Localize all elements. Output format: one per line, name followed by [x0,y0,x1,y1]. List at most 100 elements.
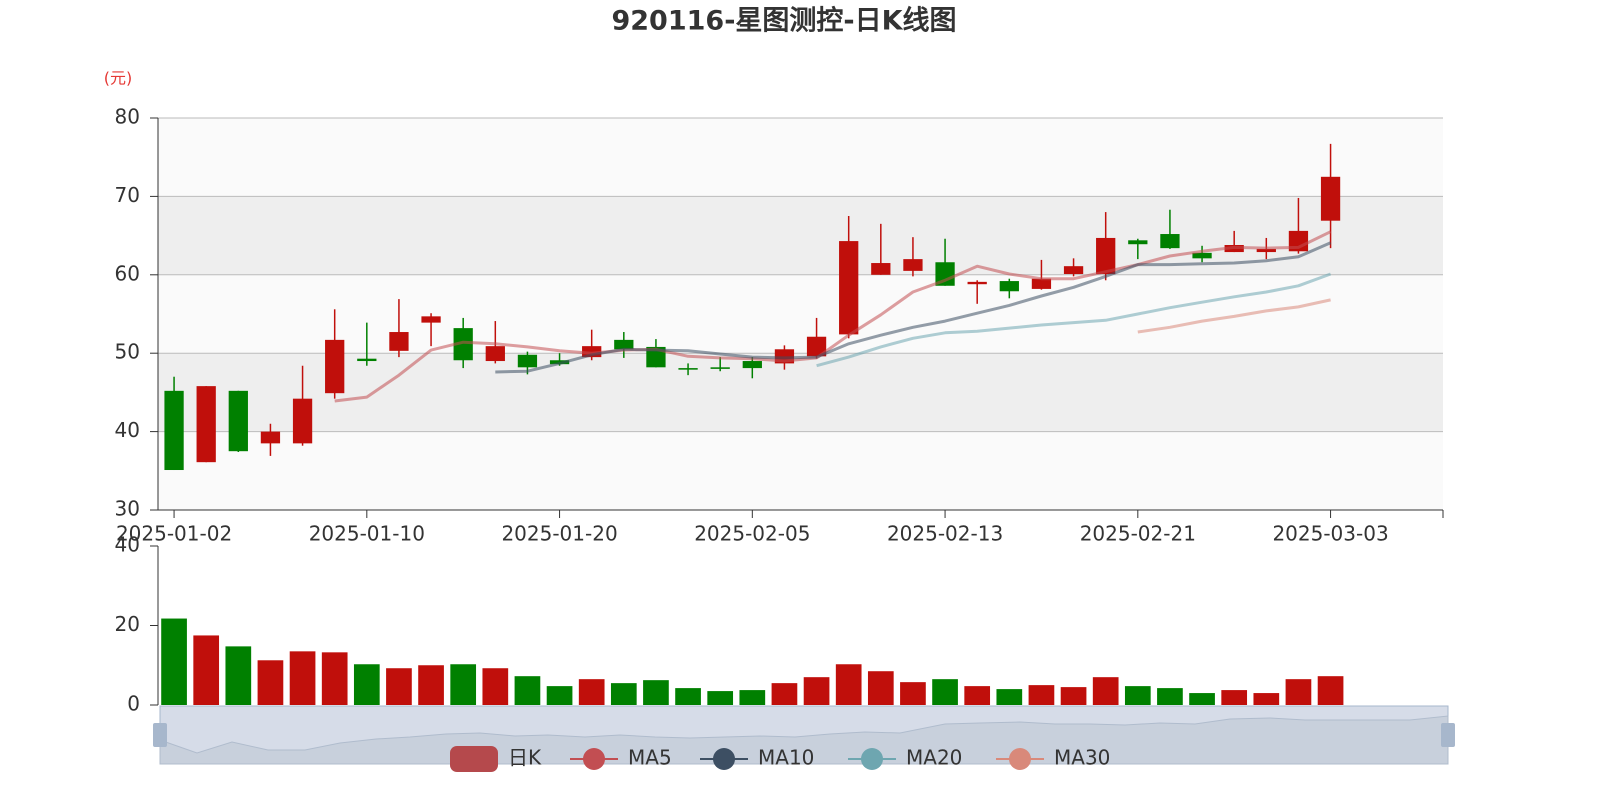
volume-bar [418,665,444,705]
y-tick-label: 20 [115,612,140,636]
volume-bar [1124,686,1151,705]
y-tick-label: 40 [115,533,140,557]
candle-body [485,346,505,362]
candle-body [710,367,730,369]
candle-body [871,263,891,275]
y-tick-label: 50 [115,340,140,364]
candle-body [742,361,762,369]
volume-bar [1221,690,1248,705]
candle-body [453,328,473,361]
volume-bar [964,686,991,705]
legend-item[interactable]: MA10 [700,746,814,771]
y-tick-label: 40 [115,418,140,442]
candle-body [678,368,698,370]
ma-line [495,241,1332,374]
volume-bar [289,651,316,705]
candle-body [517,354,538,368]
volume-bar [996,689,1023,705]
legend-symbol [713,748,735,770]
y-tick-label: 70 [115,183,140,207]
x-tick-label: 2025-02-21 [1080,522,1196,546]
candle-body [582,346,602,358]
x-tick-label: 2025-01-20 [501,522,617,546]
candle-body [839,241,859,335]
legend-item[interactable]: MA5 [570,746,672,771]
volume-bar [1189,693,1215,705]
legend-item[interactable]: 日K [450,746,542,773]
legend-item[interactable]: MA20 [848,746,962,771]
split-area [158,353,1443,432]
volume-bar [1253,693,1280,705]
volume-bar [932,679,958,705]
ma-line [1137,298,1331,334]
volume-bar [546,686,573,705]
volume-bar [321,652,348,705]
volume-bar [900,682,926,705]
candle-body [389,332,409,351]
volume-bar [675,688,701,705]
volume-bar [1028,685,1055,705]
ma-line [334,230,1332,403]
volume-bar [1092,677,1119,705]
volume-bar [225,646,252,705]
volume-bar [1060,687,1087,705]
candle-body [228,390,248,452]
slider-handle-left[interactable] [153,723,167,747]
volume-bar [514,676,541,705]
volume-bar [257,660,284,705]
split-area [158,431,1443,510]
candle-body [903,259,923,271]
volume-bar [193,635,220,705]
candle-body [164,390,184,471]
candle-body [935,262,955,286]
volume-bar [610,683,637,705]
candle-body [999,281,1019,292]
candle-body [806,336,827,357]
volume-bar [1285,679,1312,705]
volume-bar [867,671,894,705]
candle-body [357,358,377,362]
candle-body [1063,266,1084,275]
volume-bar [578,679,605,705]
volume-bar [771,683,798,705]
candle-body [1320,176,1341,221]
x-tick-label: 2025-02-13 [887,522,1003,546]
plot-area [157,143,1344,705]
y-axis-unit: (元) [104,69,133,88]
candle-body [614,339,634,350]
legend-label: MA20 [906,746,962,770]
candle-body [196,386,216,463]
candle-body [1256,248,1276,253]
split-area [158,118,1443,197]
candle-body [1192,252,1212,259]
legend-label: MA30 [1054,746,1110,770]
legend-item[interactable]: MA30 [996,746,1110,771]
x-tick-label: 2025-01-02 [116,522,232,546]
slider-handle-right[interactable] [1441,723,1455,747]
candle-body [421,316,441,323]
y-tick-label: 80 [115,105,140,129]
y-tick-label: 0 [127,692,140,716]
x-tick-label: 2025-02-05 [694,522,810,546]
split-area [158,274,1443,354]
legend-symbol [861,748,883,770]
legend: 日K MA5 MA10 MA20 MA30 [450,746,1110,773]
volume-bar [1317,676,1344,705]
candle-body [1128,240,1148,245]
y-tick-label: 60 [115,261,140,285]
candle-body [325,339,345,394]
volume-bar [707,691,734,705]
volume-bar [353,664,380,705]
candle-body [1096,237,1116,275]
volume-bar [643,680,669,705]
y-tick-label: 30 [115,497,140,521]
legend-label: 日K [508,746,542,770]
volume-bar [386,668,412,705]
legend-label: MA10 [758,746,814,770]
ma-line [816,272,1332,368]
legend-symbol [450,746,498,772]
legend-symbol [1009,748,1031,770]
volume-bar [739,690,766,705]
candle-body [292,398,313,444]
